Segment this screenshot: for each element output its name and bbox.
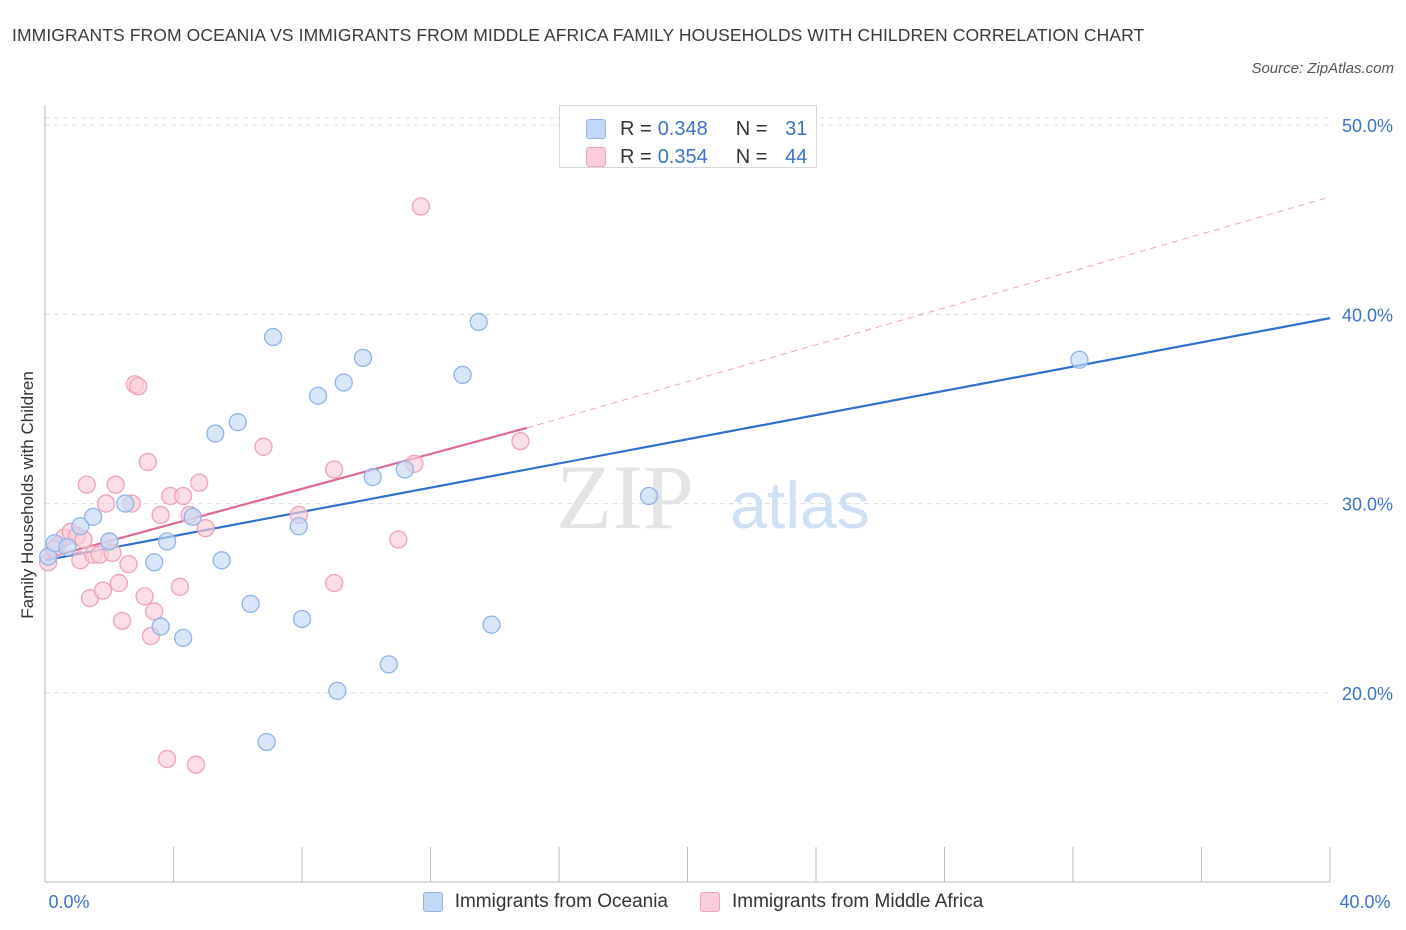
point-middle-africa bbox=[138, 452, 157, 472]
point-middle-africa bbox=[170, 577, 190, 596]
point-middle-africa bbox=[511, 431, 530, 451]
point-oceania bbox=[639, 486, 659, 506]
point-middle-africa bbox=[93, 581, 112, 600]
legend-item-oceania[interactable]: Immigrants from Oceania bbox=[422, 891, 668, 913]
gridlines bbox=[45, 117, 1330, 694]
point-middle-africa bbox=[173, 486, 193, 506]
point-middle-africa bbox=[186, 755, 206, 774]
n-value: 31 bbox=[785, 117, 808, 140]
point-middle-africa bbox=[254, 437, 273, 456]
source-credit: Source: ZipAtlas.com bbox=[1251, 60, 1394, 77]
point-oceania bbox=[241, 594, 260, 614]
point-middle-africa bbox=[190, 473, 209, 492]
point-middle-africa bbox=[145, 602, 164, 621]
x-tick-label: 40.0% bbox=[1339, 892, 1390, 912]
tick-labels: 20.0% 30.0% 40.0% 50.0% 0.0% 40.0% bbox=[48, 116, 1393, 912]
r-value: 0.354 bbox=[657, 145, 708, 168]
point-oceania bbox=[308, 386, 328, 405]
trend-lines bbox=[44, 196, 1331, 562]
point-oceania bbox=[206, 424, 225, 443]
point-middle-africa bbox=[109, 573, 129, 593]
point-oceania bbox=[100, 532, 119, 551]
legend-swatch-pink bbox=[700, 892, 720, 912]
trend-line-middle-africa bbox=[44, 426, 528, 560]
r-label: R = bbox=[620, 117, 652, 140]
axes bbox=[44, 105, 1331, 883]
series-legend: Immigrants from Oceania Immigrants from … bbox=[0, 885, 1406, 919]
point-middle-africa bbox=[389, 530, 408, 549]
stats-row-oceania: R = 0.348 N = 31 bbox=[586, 115, 807, 143]
point-oceania bbox=[151, 617, 170, 636]
point-oceania bbox=[145, 553, 164, 572]
point-oceania bbox=[157, 532, 177, 551]
watermark: ZIP atlas bbox=[556, 446, 870, 548]
legend-swatch-pink bbox=[586, 147, 606, 167]
point-middle-africa bbox=[411, 197, 431, 216]
point-oceania bbox=[173, 628, 193, 648]
y-tick-label: 40.0% bbox=[1342, 305, 1393, 325]
point-oceania bbox=[1070, 350, 1089, 369]
x-tick-label: 0.0% bbox=[48, 892, 89, 912]
point-oceania bbox=[395, 460, 414, 479]
y-axis-label: Family Households with Children bbox=[18, 371, 37, 619]
point-oceania bbox=[263, 327, 283, 347]
r-value: 0.348 bbox=[657, 117, 708, 140]
point-oceania bbox=[363, 467, 382, 487]
trend-extension-middle-africa bbox=[526, 196, 1331, 429]
legend-label-middle-africa: Immigrants from Middle Africa bbox=[732, 891, 984, 912]
point-middle-africa bbox=[119, 554, 138, 574]
watermark-zip: ZIP bbox=[556, 446, 694, 548]
y-tick-label: 50.0% bbox=[1342, 116, 1393, 136]
point-middle-africa bbox=[106, 475, 125, 494]
point-oceania bbox=[58, 537, 77, 557]
point-oceania bbox=[453, 365, 472, 385]
watermark-atlas: atlas bbox=[730, 468, 869, 542]
point-middle-africa bbox=[129, 377, 148, 396]
point-oceania bbox=[84, 507, 103, 526]
point-oceania bbox=[228, 413, 247, 432]
point-oceania bbox=[334, 373, 353, 392]
legend-item-middle-africa[interactable]: Immigrants from Middle Africa bbox=[700, 891, 983, 913]
point-middle-africa bbox=[157, 749, 177, 769]
legend-swatch-blue bbox=[586, 119, 606, 139]
chart-title: IMMIGRANTS FROM OCEANIA VS IMMIGRANTS FR… bbox=[12, 25, 1145, 45]
r-label: R = bbox=[620, 145, 652, 168]
n-label: N = bbox=[735, 145, 768, 168]
point-middle-africa bbox=[96, 494, 116, 513]
point-oceania bbox=[289, 517, 308, 536]
point-middle-africa bbox=[324, 573, 344, 593]
y-tick-label: 20.0% bbox=[1342, 684, 1393, 704]
n-value: 44 bbox=[785, 145, 808, 168]
legend-label-oceania: Immigrants from Oceania bbox=[454, 891, 668, 912]
point-oceania bbox=[482, 615, 501, 634]
y-tick-label: 30.0% bbox=[1342, 495, 1393, 515]
point-oceania bbox=[116, 494, 135, 513]
data-points bbox=[39, 197, 1089, 774]
point-oceania bbox=[71, 517, 90, 536]
point-oceania bbox=[328, 681, 347, 701]
point-middle-africa bbox=[151, 505, 170, 525]
point-oceania bbox=[379, 655, 398, 674]
point-middle-africa bbox=[135, 587, 154, 606]
point-middle-africa bbox=[112, 611, 132, 631]
stats-row-middle-africa: R = 0.354 N = 44 bbox=[586, 143, 807, 171]
point-oceania bbox=[183, 507, 202, 526]
point-middle-africa bbox=[196, 519, 215, 538]
n-label: N = bbox=[735, 117, 768, 140]
point-oceania bbox=[292, 609, 312, 629]
legend-swatch-blue bbox=[422, 892, 443, 912]
point-oceania bbox=[257, 732, 276, 752]
point-oceania bbox=[212, 551, 231, 570]
point-middle-africa bbox=[324, 460, 344, 479]
stats-legend: R = 0.348 N = 31 R = 0.354 N = 44 bbox=[559, 105, 817, 168]
trend-line-oceania bbox=[44, 317, 1331, 562]
point-oceania bbox=[353, 348, 373, 368]
point-oceania bbox=[469, 312, 488, 332]
point-middle-africa bbox=[77, 475, 96, 494]
